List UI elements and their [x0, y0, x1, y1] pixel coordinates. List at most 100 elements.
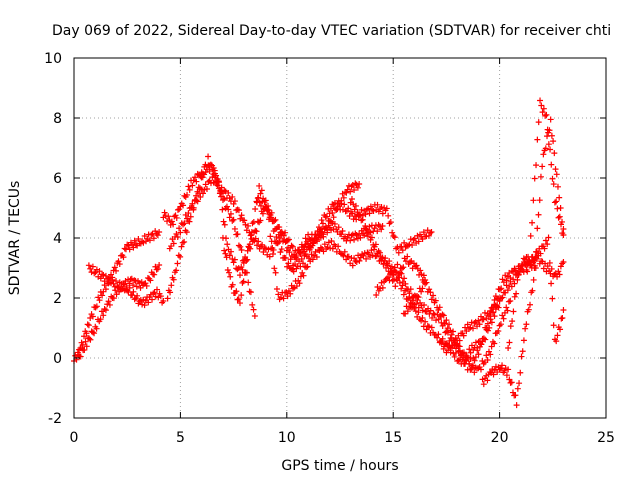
- data-point: [542, 145, 549, 152]
- data-point: [554, 205, 561, 212]
- data-point: [467, 324, 474, 331]
- data-point: [287, 290, 294, 297]
- data-point: [335, 243, 342, 250]
- data-point: [219, 196, 226, 203]
- data-point: [259, 198, 266, 205]
- data-point: [288, 242, 295, 249]
- data-point: [345, 253, 352, 260]
- data-point: [147, 277, 154, 284]
- data-point: [476, 321, 483, 328]
- data-point: [186, 218, 193, 225]
- data-point: [402, 258, 409, 265]
- data-point: [255, 194, 262, 201]
- data-point: [466, 360, 473, 367]
- data-point: [181, 220, 188, 227]
- data-point: [537, 97, 544, 104]
- data-point: [482, 336, 489, 343]
- data-point: [520, 337, 527, 344]
- data-point: [439, 335, 446, 342]
- data-point: [84, 321, 91, 328]
- data-point: [96, 268, 103, 275]
- data-point: [255, 238, 262, 245]
- data-point: [479, 358, 486, 365]
- data-point: [452, 337, 459, 344]
- data-point: [83, 330, 90, 337]
- data-point: [189, 182, 196, 189]
- data-point: [220, 218, 227, 225]
- data-point: [529, 219, 536, 226]
- data-point: [507, 274, 514, 281]
- data-point: [506, 339, 513, 346]
- data-point: [503, 304, 510, 311]
- data-point: [507, 323, 514, 330]
- data-point: [347, 237, 354, 244]
- data-point: [357, 234, 364, 241]
- data-point: [516, 380, 523, 387]
- data-point: [191, 197, 198, 204]
- data-point: [540, 265, 547, 272]
- data-point: [475, 351, 482, 358]
- data-point: [314, 238, 321, 245]
- data-point: [305, 255, 312, 262]
- data-point: [105, 298, 112, 305]
- data-point: [227, 210, 234, 217]
- data-point: [272, 269, 279, 276]
- data-point: [95, 294, 102, 301]
- data-point: [383, 205, 390, 212]
- data-point: [141, 302, 148, 309]
- data-point: [491, 340, 498, 347]
- x-tick-label: 5: [176, 430, 185, 446]
- data-point: [390, 232, 397, 239]
- x-axis-ticks: 0 5 10 15 20 25: [70, 58, 615, 446]
- data-point: [265, 206, 272, 213]
- data-point: [176, 225, 183, 232]
- data-point: [535, 211, 542, 218]
- data-point: [527, 301, 533, 308]
- data-point: [85, 322, 92, 329]
- data-point: [268, 209, 275, 216]
- data-point: [349, 262, 356, 269]
- data-point: [367, 203, 374, 210]
- data-point: [318, 217, 325, 224]
- data-point: [79, 341, 86, 348]
- data-point: [273, 233, 280, 240]
- data-point: [475, 338, 482, 345]
- data-point: [403, 303, 410, 310]
- data-point: [382, 255, 389, 262]
- data-point: [358, 217, 365, 224]
- data-point: [534, 136, 541, 143]
- data-point: [130, 244, 137, 251]
- data-point: [351, 236, 358, 243]
- data-point: [546, 259, 553, 266]
- data-point: [379, 254, 386, 261]
- data-point: [247, 289, 254, 296]
- data-point: [422, 318, 429, 325]
- data-point: [251, 313, 258, 319]
- data-point: [202, 181, 209, 188]
- data-point: [542, 237, 549, 244]
- data-point: [361, 250, 368, 257]
- data-point: [250, 306, 257, 313]
- data-point: [427, 307, 434, 314]
- data-point: [278, 228, 285, 235]
- data-point: [224, 241, 231, 248]
- data-point: [322, 223, 329, 230]
- data-point: [218, 193, 225, 200]
- data-point: [447, 349, 454, 356]
- data-point: [533, 162, 540, 169]
- data-point: [471, 319, 478, 326]
- data-point: [150, 290, 157, 297]
- data-point: [238, 292, 245, 299]
- data-point: [551, 150, 558, 157]
- data-point: [360, 252, 367, 259]
- data-point: [177, 253, 184, 260]
- data-point: [539, 109, 546, 116]
- data-point: [384, 262, 391, 269]
- data-point: [484, 356, 491, 363]
- data-point: [414, 232, 421, 239]
- data-point: [156, 262, 163, 268]
- data-point: [89, 313, 96, 320]
- data-point: [484, 327, 491, 334]
- data-point: [556, 194, 563, 201]
- data-point: [407, 236, 414, 243]
